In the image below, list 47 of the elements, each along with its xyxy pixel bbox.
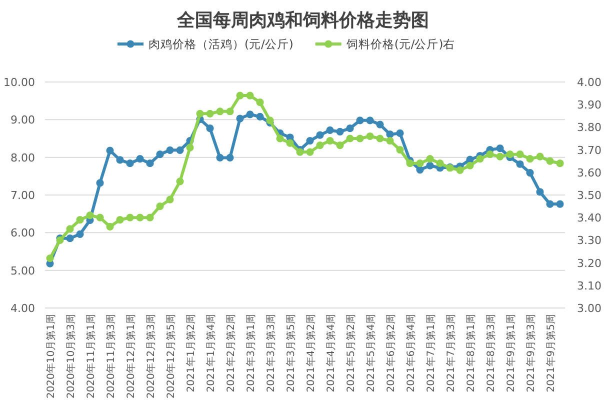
x-tick-label: 2021年5月第2周 — [345, 314, 357, 392]
y2-tick-label: 3.40 — [577, 212, 602, 225]
x-tick-label: 2021年4月第2周 — [305, 314, 317, 392]
x-tick-label: 2021年4月第4周 — [325, 314, 337, 392]
x-tick-label: 2021年3月第3周 — [265, 314, 277, 392]
legend-label: 饲料价格(元/公斤)右 — [345, 37, 456, 51]
y2-tick-label: 3.70 — [577, 144, 602, 157]
x-tick-label: 2021年6月第2周 — [385, 314, 397, 392]
x-tick-label: 2021年3月第1周 — [245, 314, 257, 392]
x-tick-label: 2021年1月第4周 — [205, 314, 217, 392]
y2-tick-label: 3.50 — [577, 189, 602, 202]
x-tick-label: 2020年10月第1周 — [45, 314, 57, 399]
x-tick-label: 2020年12月第3周 — [145, 314, 157, 399]
y-tick-label: 5.00 — [10, 264, 35, 278]
x-tick-label: 2020年10月第3周 — [65, 314, 77, 399]
y2-tick-label: 3.00 — [577, 302, 602, 315]
x-tick-label: 2021年3月第5周 — [285, 314, 297, 392]
x-tick-label: 2021年1月第2周 — [185, 314, 197, 392]
x-tick-label: 2021年9月第1周 — [505, 314, 517, 392]
x-tick-label: 2021年7月第1周 — [425, 314, 437, 392]
y-tick-label: 9.00 — [10, 114, 35, 127]
y-tick-label: 8.00 — [10, 151, 35, 164]
y2-tick-label: 3.60 — [577, 166, 602, 180]
y2-tick-label: 3.30 — [577, 234, 602, 248]
y-tick-label: 7.00 — [10, 189, 35, 202]
y2-tick-label: 3.90 — [577, 98, 602, 112]
y2-tick-label: 3.20 — [577, 256, 602, 270]
x-tick-label: 2021年6月第4周 — [405, 314, 417, 392]
y2-tick-label: 3.80 — [577, 121, 602, 134]
x-tick-label: 2021年5月第4周 — [365, 314, 377, 392]
chart-title: 全国每周肉鸡和饲料价格走势图 — [176, 10, 429, 31]
x-tick-label: 2020年12月第1周 — [125, 314, 137, 399]
x-tick-label: 2021年7月第3周 — [445, 314, 457, 392]
y-tick-label: 10.00 — [4, 76, 35, 89]
x-tick-label: 2021年8月第1周 — [465, 314, 477, 392]
x-tick-label: 2020年12月第5周 — [165, 314, 177, 399]
x-tick-label: 2021年9月第5周 — [545, 314, 557, 392]
x-tick-label: 2020年11月第1周 — [85, 314, 97, 399]
x-tick-label: 2020年11月第3周 — [105, 314, 117, 399]
y-tick-label: 6.00 — [10, 226, 35, 240]
y-tick-label: 4.00 — [10, 302, 35, 315]
y2-tick-label: 3.10 — [577, 279, 602, 292]
x-tick-label: 2021年2月第2周 — [225, 314, 237, 392]
x-tick-label: 2021年8月第3周 — [485, 314, 497, 392]
x-tick-label: 2021年9月第3周 — [525, 314, 537, 392]
legend-label: 肉鸡价格（活鸡）(元/公斤) — [148, 37, 294, 51]
y2-tick-label: 4.00 — [577, 76, 602, 89]
